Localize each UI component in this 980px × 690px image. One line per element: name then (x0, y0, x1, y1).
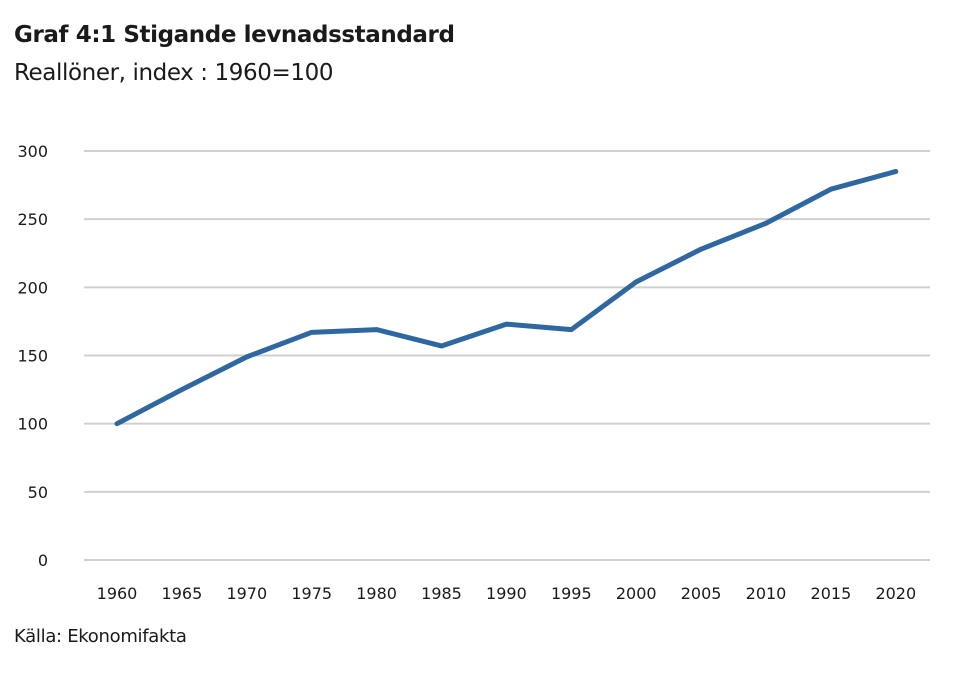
x-tick-label: 1995 (551, 584, 592, 603)
x-tick-label: 2005 (681, 584, 722, 603)
x-tick-label: 1985 (421, 584, 462, 603)
gridlines (84, 150, 930, 561)
y-tick-label: 250 (17, 210, 48, 229)
x-tick-label: 2015 (811, 584, 852, 603)
x-tick-label: 1965 (162, 584, 203, 603)
x-tick-label: 2000 (616, 584, 657, 603)
x-tick-label: 1980 (356, 584, 397, 603)
x-tick-label: 1990 (486, 584, 527, 603)
y-axis-ticks: 0 50 100 150 200 250 300 (17, 142, 48, 570)
x-axis-ticks: 1960 1965 1970 1975 1980 1985 1990 1995 2000 2005… (97, 584, 917, 603)
y-tick-label: 200 (17, 278, 48, 297)
y-tick-label: 100 (17, 415, 48, 434)
chart-subtitle: Reallöner, index : 1960=100 (14, 60, 334, 86)
x-tick-label: 2010 (746, 584, 787, 603)
y-tick-label: 50 (28, 483, 48, 502)
source-note: Källa: Ekonomifakta (14, 626, 187, 647)
series-layer (114, 168, 899, 427)
x-tick-label: 1975 (291, 584, 332, 603)
chart-title: Graf 4:1 Stigande levnadsstandard (14, 22, 455, 48)
series-line-0 (114, 168, 899, 427)
x-tick-label: 1960 (97, 584, 138, 603)
x-tick-label: 2020 (875, 584, 916, 603)
y-tick-label: 150 (17, 347, 48, 366)
x-tick-label: 1970 (226, 584, 267, 603)
y-tick-label: 0 (38, 551, 48, 570)
y-tick-label: 300 (17, 142, 48, 161)
